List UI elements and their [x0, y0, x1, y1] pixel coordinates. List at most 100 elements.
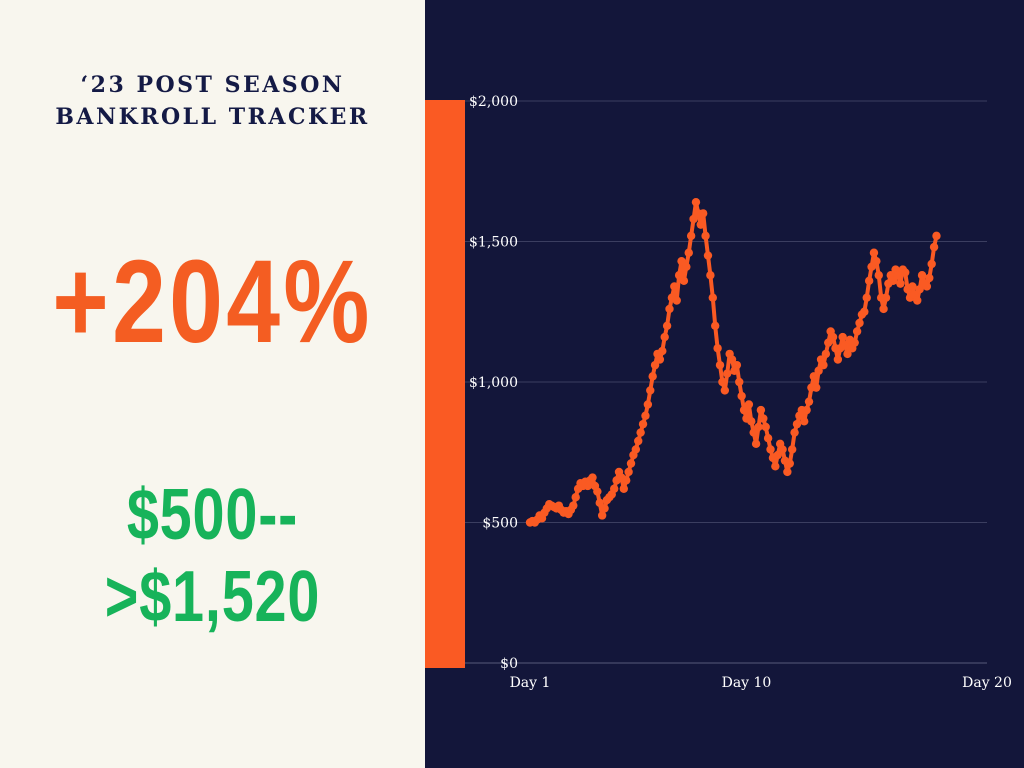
data-point: [840, 341, 850, 350]
data-point: [824, 338, 833, 347]
percent-change-value: +204%: [52, 236, 373, 368]
data-point: [588, 473, 597, 482]
data-point: [660, 332, 669, 342]
data-point: [732, 360, 742, 370]
data-point: [893, 271, 903, 280]
data-point: [658, 346, 667, 356]
data-point: [691, 197, 701, 207]
data-point: [773, 450, 782, 460]
data-point: [650, 360, 660, 370]
data-point: [646, 386, 655, 395]
data-point: [819, 360, 828, 370]
data-point: [850, 338, 859, 347]
data-point: [609, 484, 619, 493]
data-point: [708, 293, 717, 302]
data-point: [720, 386, 730, 395]
data-point: [677, 256, 686, 266]
y-tick-label: $500: [482, 516, 518, 532]
data-point: [925, 273, 934, 283]
bankroll-line-chart: $0$500$1,000$1,500$2,000 Day 1 Day 10 Day …: [465, 94, 1012, 691]
data-point: [569, 501, 578, 510]
data-point: [901, 268, 910, 277]
page-title-line-2: BANKROLL TRACKER: [55, 104, 370, 130]
data-point: [766, 445, 775, 454]
y-axis-tick-labels: $0 $500 $1,000 $1,500 $2,000: [469, 94, 518, 672]
x-tick-label: Day 1: [510, 675, 551, 691]
data-point: [718, 377, 727, 387]
data-point: [593, 487, 602, 496]
data-point: [754, 422, 763, 432]
data-point: [744, 400, 754, 409]
data-point: [698, 209, 708, 218]
data-point: [737, 391, 746, 401]
data-point: [682, 262, 691, 271]
data-point: [723, 369, 732, 378]
data-point: [636, 428, 645, 437]
data-point: [855, 318, 864, 328]
bankroll-change-value: $500-->$1,520: [104, 475, 321, 637]
data-point: [812, 383, 821, 392]
data-point: [571, 493, 580, 502]
data-point: [843, 349, 852, 359]
data-point: [739, 405, 749, 415]
data-point: [641, 411, 650, 420]
data-point: [648, 372, 657, 381]
data-point: [809, 372, 819, 381]
data-point: [619, 484, 629, 493]
data-point: [908, 282, 917, 291]
data-point: [862, 293, 871, 302]
data-point: [686, 231, 696, 241]
data-point: [896, 279, 905, 288]
data-point: [874, 271, 883, 280]
data-point: [783, 467, 792, 477]
data-point: [672, 296, 681, 305]
summary-panel: ‘23 POST SEASON BANKROLL TRACKER +204% $…: [0, 0, 425, 768]
data-point: [922, 282, 932, 291]
data-point: [804, 397, 814, 406]
data-point: [626, 459, 636, 468]
x-tick-label: Day 20: [962, 675, 1012, 691]
data-point: [715, 360, 725, 370]
data-point: [631, 445, 641, 454]
data-point: [917, 271, 927, 280]
data-point: [674, 271, 684, 280]
x-axis-tick-labels: Day 1 Day 10 Day 20: [510, 675, 1012, 691]
data-point: [595, 498, 604, 508]
accent-bar: [425, 100, 465, 668]
data-point: [771, 462, 780, 471]
data-point: [929, 242, 939, 252]
data-point: [785, 459, 794, 468]
y-tick-label: $1,000: [469, 375, 518, 391]
data-point: [792, 419, 802, 429]
y-tick-label: $2,000: [469, 94, 518, 110]
data-point: [684, 248, 693, 257]
data-point: [706, 271, 715, 280]
data-point: [802, 405, 811, 415]
data-point: [713, 344, 722, 353]
data-point: [655, 355, 665, 364]
data-point: [747, 417, 756, 426]
data-point: [751, 439, 761, 449]
data-point: [787, 445, 797, 454]
data-point: [759, 414, 768, 423]
data-point: [727, 355, 737, 364]
page-title-line-1: ‘23 POST SEASON: [80, 72, 345, 98]
data-point: [643, 400, 653, 409]
data-point: [838, 332, 847, 342]
data-point: [634, 436, 643, 446]
data-point: [888, 276, 898, 286]
y-tick-label: $0: [500, 656, 518, 672]
x-tick-label: Day 10: [722, 675, 772, 691]
data-point: [867, 262, 876, 271]
data-point: [879, 304, 888, 314]
data-point: [679, 276, 689, 286]
data-point: [763, 434, 773, 443]
data-point: [800, 417, 809, 426]
data-point: [852, 327, 862, 336]
data-point: [860, 307, 869, 316]
data-point: [735, 377, 744, 387]
data-point: [828, 332, 838, 342]
series-bankroll: [525, 197, 941, 527]
data-point: [749, 428, 758, 437]
data-point: [665, 304, 674, 314]
